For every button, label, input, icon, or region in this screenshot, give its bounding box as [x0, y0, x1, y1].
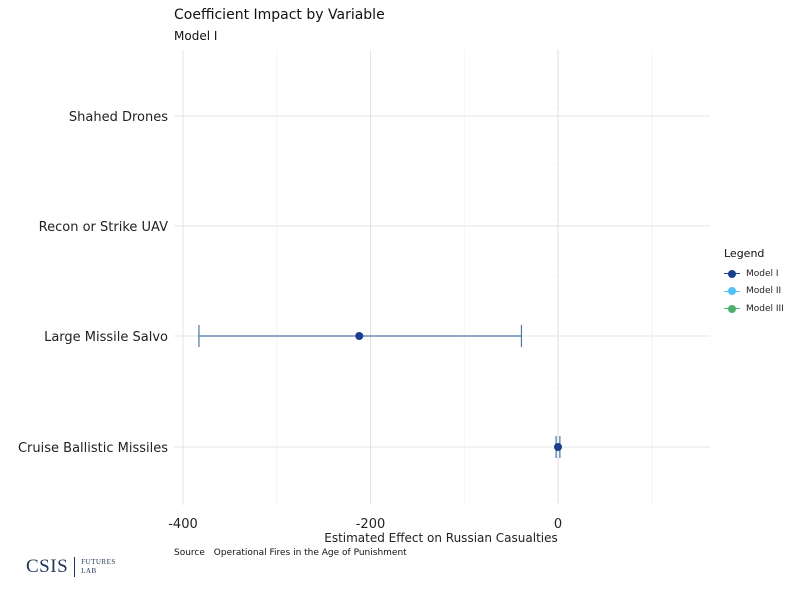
legend-item: Model I [724, 265, 784, 283]
errorbar-point [198, 325, 523, 347]
category-label: Recon or Strike UAV [39, 220, 168, 235]
category-label: Shahed Drones [69, 110, 168, 125]
estimate-point [554, 443, 562, 451]
category-label: Cruise Ballistic Missiles [18, 441, 168, 456]
legend: Legend Model I Model II Model III [724, 247, 784, 318]
source-text: Operational Fires in the Age of Punishme… [213, 548, 407, 558]
x-tick-label: -400 [168, 517, 198, 532]
chart-subtitle: Model I [174, 29, 218, 43]
logo-divider [74, 557, 76, 577]
logo-sub-line-1: FUTURES [81, 558, 116, 566]
legend-title: Legend [724, 247, 765, 260]
legend-swatch [724, 286, 740, 296]
x-tick-label: 0 [554, 517, 562, 532]
data-marks [198, 325, 562, 458]
category-labels: Shahed Drones Recon or Strike UAV Large Mi… [18, 110, 168, 456]
legend-items: Model I Model II Model III [724, 265, 784, 318]
legend-label: Model II [746, 286, 782, 297]
chart-title: Coefficient Impact by Variable [174, 7, 385, 23]
csis-logo: CSIS FUTURES LAB [26, 556, 116, 578]
gridlines [174, 50, 710, 505]
x-axis-label: Estimated Effect on Russian Casualties [324, 531, 558, 545]
source-note: Source Operational Fires in the Age of P… [174, 548, 407, 558]
errorbar-point [554, 436, 562, 458]
legend-item: Model III [724, 300, 784, 318]
x-tick-label: -200 [356, 517, 386, 532]
source-label: Source [174, 548, 205, 558]
logo-main-text: CSIS [26, 556, 69, 577]
legend-swatch [724, 269, 740, 279]
logo-sub-text: FUTURES LAB [81, 558, 116, 576]
logo-sub-line-2: LAB [81, 567, 97, 575]
legend-swatch [724, 304, 740, 314]
x-tick-labels: -400 -200 0 [168, 517, 562, 532]
legend-item: Model II [724, 283, 784, 301]
legend-label: Model I [746, 268, 779, 279]
category-label: Large Missile Salvo [44, 330, 168, 345]
estimate-point [355, 332, 364, 340]
legend-label: Model III [746, 303, 784, 314]
